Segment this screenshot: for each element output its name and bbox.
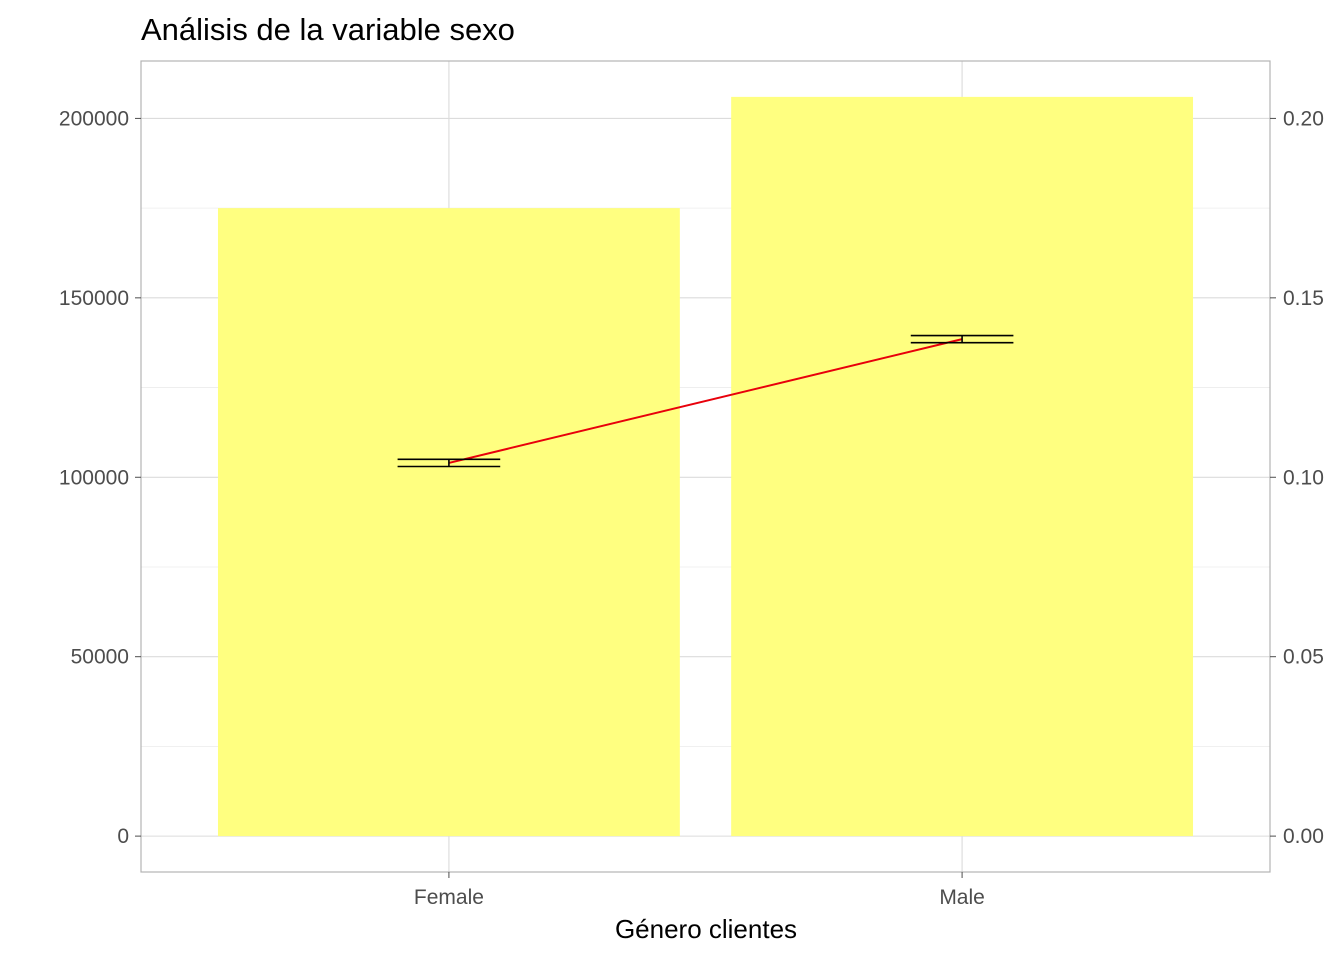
error-bar-male [910, 334, 1014, 344]
y-tick-label: 150000 [59, 287, 129, 310]
y-axis-left: 0 50000 100000 150000 200000 [59, 107, 141, 848]
y-tick-label: 100000 [59, 466, 129, 489]
error-bar-female [397, 458, 501, 468]
y2-tick-label: 0.15 [1283, 287, 1324, 310]
chart-title: Análisis de la variable sexo [141, 12, 515, 47]
bar-male [731, 96, 1194, 837]
y2-tick-label: 0.10 [1283, 466, 1324, 489]
y2-tick-label: 0.20 [1283, 107, 1324, 130]
y-tick-label: 200000 [59, 107, 129, 130]
x-tick-label: Male [939, 886, 985, 909]
error-bars [397, 334, 1014, 468]
y-tick-label: 50000 [71, 646, 129, 669]
y-axis-right: 0.00 0.05 0.10 0.15 0.20 [1270, 107, 1324, 848]
x-tick-label: Female [414, 886, 484, 909]
y-tick-label: 0 [117, 825, 129, 848]
x-axis-label: Género clientes [615, 914, 797, 944]
panel-border [140, 60, 1271, 873]
y2-tick-label: 0.05 [1283, 646, 1324, 669]
rate-line-path [448, 338, 963, 464]
x-axis: Female Male [414, 872, 985, 909]
bar-female [217, 208, 680, 837]
rate-line [448, 338, 963, 464]
bars [217, 96, 1194, 837]
y2-tick-label: 0.00 [1283, 825, 1324, 848]
